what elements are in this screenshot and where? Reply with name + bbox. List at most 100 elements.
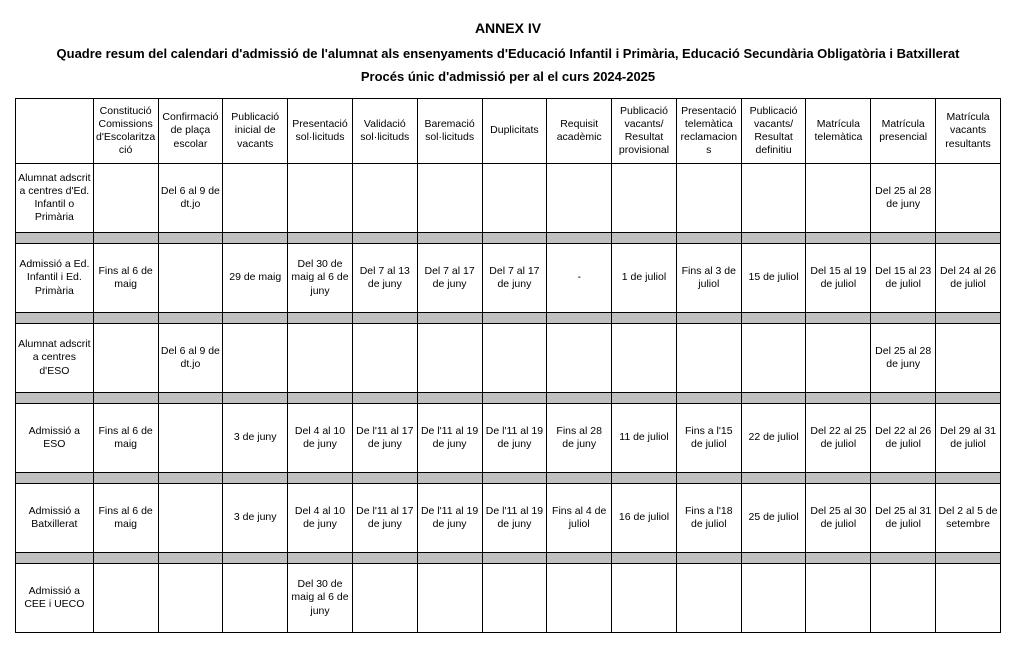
table-cell: Fins al 3 de juliol xyxy=(676,244,741,313)
table-cell: 15 de juliol xyxy=(741,244,806,313)
table-cell xyxy=(547,164,612,233)
separator-cell xyxy=(936,473,1001,484)
table-cell: Fins al 6 de maig xyxy=(93,244,158,313)
table-cell xyxy=(482,164,547,233)
table-cell: Del 25 al 28 de juny xyxy=(871,324,936,393)
separator-cell xyxy=(612,553,677,564)
table-row: Alumnat adscrit a centres d'ESODel 6 al … xyxy=(16,324,1001,393)
table-cell xyxy=(741,164,806,233)
table-cell: Fins al 6 de maig xyxy=(93,484,158,553)
separator-cell xyxy=(16,553,94,564)
separator-cell xyxy=(417,473,482,484)
separator-cell xyxy=(871,313,936,324)
table-cell: - xyxy=(547,244,612,313)
separator-cell xyxy=(547,233,612,244)
col-header: Matrícula presencial xyxy=(871,99,936,164)
separator-cell xyxy=(547,393,612,404)
separator-cell xyxy=(288,553,353,564)
table-cell: Del 6 al 9 de dt.jo xyxy=(158,164,223,233)
table-cell xyxy=(93,164,158,233)
table-cell xyxy=(741,324,806,393)
table-cell: Del 30 de maig al 6 de juny xyxy=(288,564,353,633)
separator-cell xyxy=(288,313,353,324)
table-row: Admissió a ESOFins al 6 de maig 3 de juny… xyxy=(16,404,1001,473)
table-cell: Del 4 al 10 de juny xyxy=(288,404,353,473)
table-cell: 29 de maig xyxy=(223,244,288,313)
separator-cell xyxy=(352,393,417,404)
table-cell: Del 7 al 17 de juny xyxy=(482,244,547,313)
separator-cell xyxy=(741,233,806,244)
table-cell: De l'11 al 19 de juny xyxy=(417,404,482,473)
separator-cell xyxy=(158,313,223,324)
table-cell xyxy=(612,164,677,233)
table-cell: Del 15 al 19 de juliol xyxy=(806,244,871,313)
col-header: Constitució Comissions d'Escolarització xyxy=(93,99,158,164)
table-cell xyxy=(352,564,417,633)
row-label: Admissió a ESO xyxy=(16,404,94,473)
col-header xyxy=(16,99,94,164)
separator-cell xyxy=(482,473,547,484)
table-cell xyxy=(871,564,936,633)
table-cell: Del 22 al 25 de juliol xyxy=(806,404,871,473)
separator-cell xyxy=(158,553,223,564)
table-cell xyxy=(676,564,741,633)
table-cell xyxy=(612,324,677,393)
separator-cell xyxy=(871,393,936,404)
separator-row xyxy=(16,473,1001,484)
separator-cell xyxy=(612,233,677,244)
table-cell: Fins al 6 de maig xyxy=(93,404,158,473)
table-row: Admissió a BatxilleratFins al 6 de maig3… xyxy=(16,484,1001,553)
row-label: Alumnat adscrit a centres d'ESO xyxy=(16,324,94,393)
table-cell: 3 de juny xyxy=(223,484,288,553)
separator-cell xyxy=(288,393,353,404)
separator-cell xyxy=(676,553,741,564)
table-cell xyxy=(482,564,547,633)
table-cell xyxy=(223,164,288,233)
separator-cell xyxy=(741,313,806,324)
separator-cell xyxy=(16,313,94,324)
table-cell xyxy=(417,564,482,633)
separator-cell xyxy=(482,233,547,244)
table-cell xyxy=(676,324,741,393)
table-cell: Fins a l'18 de juliol xyxy=(676,484,741,553)
separator-cell xyxy=(417,393,482,404)
separator-cell xyxy=(612,473,677,484)
table-cell xyxy=(288,164,353,233)
separator-cell xyxy=(352,233,417,244)
table-cell: Del 15 al 23 de juliol xyxy=(871,244,936,313)
separator-cell xyxy=(417,313,482,324)
separator-cell xyxy=(676,313,741,324)
table-cell xyxy=(158,484,223,553)
separator-cell xyxy=(223,473,288,484)
separator-cell xyxy=(158,473,223,484)
separator-cell xyxy=(741,553,806,564)
table-cell: Del 22 al 26 de juliol xyxy=(871,404,936,473)
table-cell xyxy=(547,564,612,633)
table-cell xyxy=(288,324,353,393)
separator-cell xyxy=(547,473,612,484)
col-header: Publicació vacants/ Resultat provisional xyxy=(612,99,677,164)
table-cell: Del 7 al 13 de juny xyxy=(352,244,417,313)
table-cell xyxy=(806,324,871,393)
separator-cell xyxy=(936,553,1001,564)
sub-title: Procés únic d'admissió per al el curs 20… xyxy=(15,69,1001,84)
separator-cell xyxy=(16,233,94,244)
separator-cell xyxy=(806,473,871,484)
table-cell xyxy=(93,324,158,393)
separator-cell xyxy=(16,473,94,484)
col-header: Confirmació de plaça escolar xyxy=(158,99,223,164)
table-cell xyxy=(352,164,417,233)
table-body: Alumnat adscrit a centres d'Ed. Infantil… xyxy=(16,164,1001,633)
table-cell: 1 de juliol xyxy=(612,244,677,313)
separator-cell xyxy=(936,393,1001,404)
separator-cell xyxy=(223,313,288,324)
calendar-table: Constitució Comissions d'Escolarització … xyxy=(15,98,1001,633)
separator-row xyxy=(16,313,1001,324)
separator-cell xyxy=(806,393,871,404)
table-cell: 3 de juny xyxy=(223,404,288,473)
separator-cell xyxy=(417,233,482,244)
table-cell: Del 4 al 10 de juny xyxy=(288,484,353,553)
table-cell xyxy=(741,564,806,633)
separator-cell xyxy=(547,553,612,564)
table-cell xyxy=(352,324,417,393)
